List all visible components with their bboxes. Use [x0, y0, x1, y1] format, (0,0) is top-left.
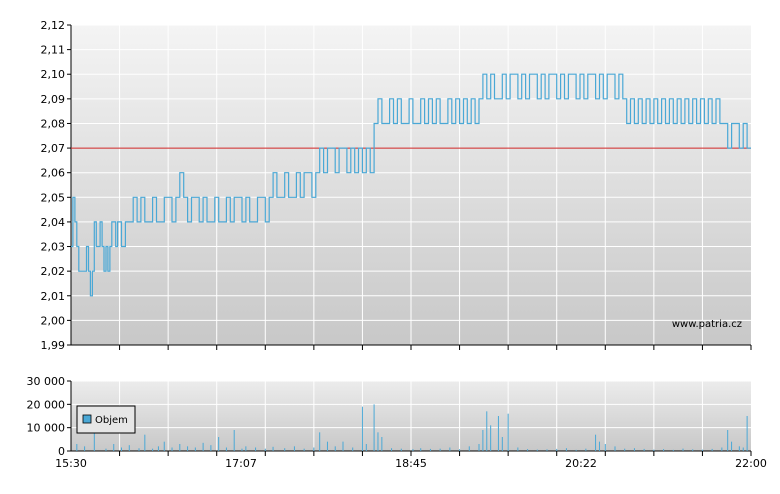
price-y-tick-label: 2,02 [41, 265, 66, 278]
volume-series [76, 404, 748, 451]
legend: Objem [76, 405, 136, 434]
volume-y-tick-label: 30 000 [27, 375, 66, 388]
x-tick-label: 18:45 [395, 457, 427, 470]
price-y-tick-label: 2,00 [41, 314, 66, 327]
legend-swatch [82, 414, 92, 424]
price-panel: 2,12 2,11 2,10 2,09 2,08 2,07 2,06 2,05 2,04 2,03… [41, 19, 752, 352]
price-y-tick-label: 1,99 [41, 339, 66, 352]
volume-y-tick-label: 20 000 [27, 398, 66, 411]
price-y-tick-label: 2,12 [41, 19, 66, 32]
x-tick-label: 22:00 [735, 457, 767, 470]
price-y-tick-label: 2,04 [41, 216, 66, 229]
legend-label: Objem [95, 415, 128, 426]
price-y-tick-label: 2,07 [41, 142, 66, 155]
price-y-tick-label: 2,10 [41, 68, 66, 81]
volume-panel: 30 000 20 000 10 000 0 15:30 17:07 18:45 20:22… [27, 375, 767, 470]
watermark: www.patria.cz [672, 319, 742, 330]
price-y-tick-label: 2,09 [41, 93, 66, 106]
x-tick-label: 17:07 [225, 457, 257, 470]
price-y-tick-label: 2,08 [41, 117, 66, 130]
price-series [71, 73, 751, 297]
price-y-tick-label: 2,05 [41, 191, 66, 204]
price-y-tick-label: 2,06 [41, 167, 66, 180]
price-y-tick-label: 2,11 [41, 44, 66, 57]
price-y-tick-label: 2,03 [41, 241, 66, 254]
price-line [71, 73, 751, 297]
price-y-axis: 2,12 2,11 2,10 2,09 2,08 2,07 2,06 2,05 2,04 2,03… [41, 19, 752, 352]
x-tick-label: 15:30 [55, 457, 87, 470]
volume-y-tick-label: 0 [58, 445, 65, 458]
volume-y-tick-label: 10 000 [27, 422, 66, 435]
x-axis: 15:30 17:07 18:45 20:22 22:00 [55, 451, 767, 470]
price-y-tick-label: 2,01 [41, 290, 66, 303]
x-tick-label: 20:22 [565, 457, 597, 470]
